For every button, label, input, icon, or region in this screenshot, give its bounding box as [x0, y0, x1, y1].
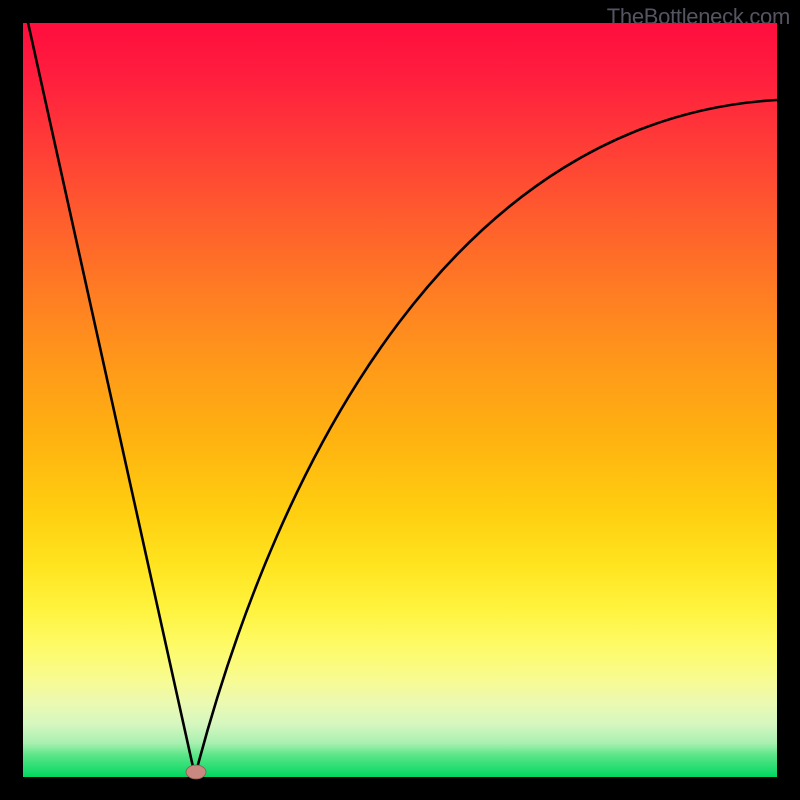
bottleneck-chart: TheBottleneck.com [0, 0, 800, 800]
chart-svg [0, 0, 800, 800]
gradient-background [23, 23, 777, 777]
minimum-marker [186, 765, 206, 779]
watermark-text: TheBottleneck.com [607, 4, 790, 30]
